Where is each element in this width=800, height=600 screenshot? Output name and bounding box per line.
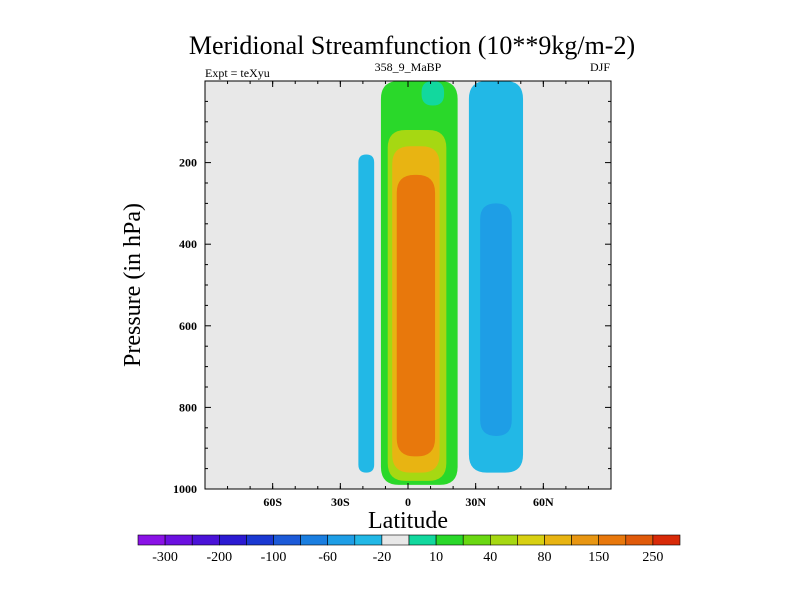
contour-region-7	[421, 81, 445, 106]
subtitle-right: DJF	[590, 60, 610, 74]
subtitle-center: 358_9_MaBP	[375, 60, 442, 74]
colorbar-swatch	[219, 534, 247, 546]
colorbar-swatch	[598, 534, 627, 546]
colorbar-swatch	[191, 534, 220, 546]
colorbar-swatch	[164, 534, 193, 546]
colorbar-label: -20	[373, 550, 392, 565]
contour-region-3	[396, 174, 436, 457]
colorbar-swatch	[246, 534, 274, 546]
colorbar-swatch	[354, 534, 383, 546]
x-tick-label: 60N	[533, 495, 554, 509]
x-tick-label: 0	[405, 495, 411, 509]
y-tick-label: 400	[179, 237, 197, 251]
contour-fills	[358, 81, 524, 485]
colorbar-swatch	[137, 534, 166, 546]
colorbar-swatch	[408, 534, 437, 546]
y-tick-label: 600	[179, 319, 197, 333]
colorbar-label: -60	[318, 550, 337, 565]
colorbar-swatch	[327, 534, 356, 546]
colorbar-swatch	[652, 534, 681, 546]
colorbar-label: 150	[588, 550, 609, 565]
contour-region-4	[358, 154, 375, 473]
x-axis-title: Latitude	[368, 508, 448, 534]
colorbar-swatch	[544, 534, 572, 546]
colorbar-swatch	[435, 534, 464, 546]
subtitle-left: Expt = teXyu	[205, 66, 270, 80]
colorbar-swatch	[571, 534, 599, 546]
colorbar-label: 40	[483, 550, 497, 565]
colorbar-swatch	[625, 534, 654, 546]
y-tick-label: 200	[179, 156, 197, 170]
plot-area: 60S 30S 0 30N 60N 200 400 600 800 1000	[173, 80, 612, 509]
colorbar-swatch	[381, 534, 410, 546]
y-tick-label: 1000	[173, 482, 197, 496]
colorbar-label: 250	[642, 550, 663, 565]
axis-ticks: 60S 30S 0 30N 60N 200 400 600 800 1000	[173, 81, 611, 509]
colorbar-swatch	[517, 534, 545, 546]
x-tick-label: 30S	[331, 495, 350, 509]
chart-title: Meridional Streamfunction (10**9kg/m-2)	[189, 31, 635, 60]
colorbar-label: -200	[206, 550, 232, 565]
colorbar-swatch	[300, 534, 329, 546]
x-tick-label: 30N	[465, 495, 486, 509]
colorbar-swatch	[273, 534, 301, 546]
colorbar-label: -100	[261, 550, 287, 565]
colorbar-swatch	[462, 534, 491, 546]
colorbar-label: 10	[429, 550, 443, 565]
y-axis-title: Pressure (in hPa)	[120, 203, 146, 367]
colorbar: -300 -200 -100 -60 -20 10 40 80 150 250	[137, 534, 681, 565]
colorbar-swatch	[489, 534, 518, 546]
colorbar-label: 80	[538, 550, 552, 565]
y-tick-label: 800	[179, 400, 197, 414]
contour-region-6	[480, 203, 512, 436]
x-tick-label: 60S	[263, 495, 282, 509]
colorbar-label: -300	[152, 550, 178, 565]
